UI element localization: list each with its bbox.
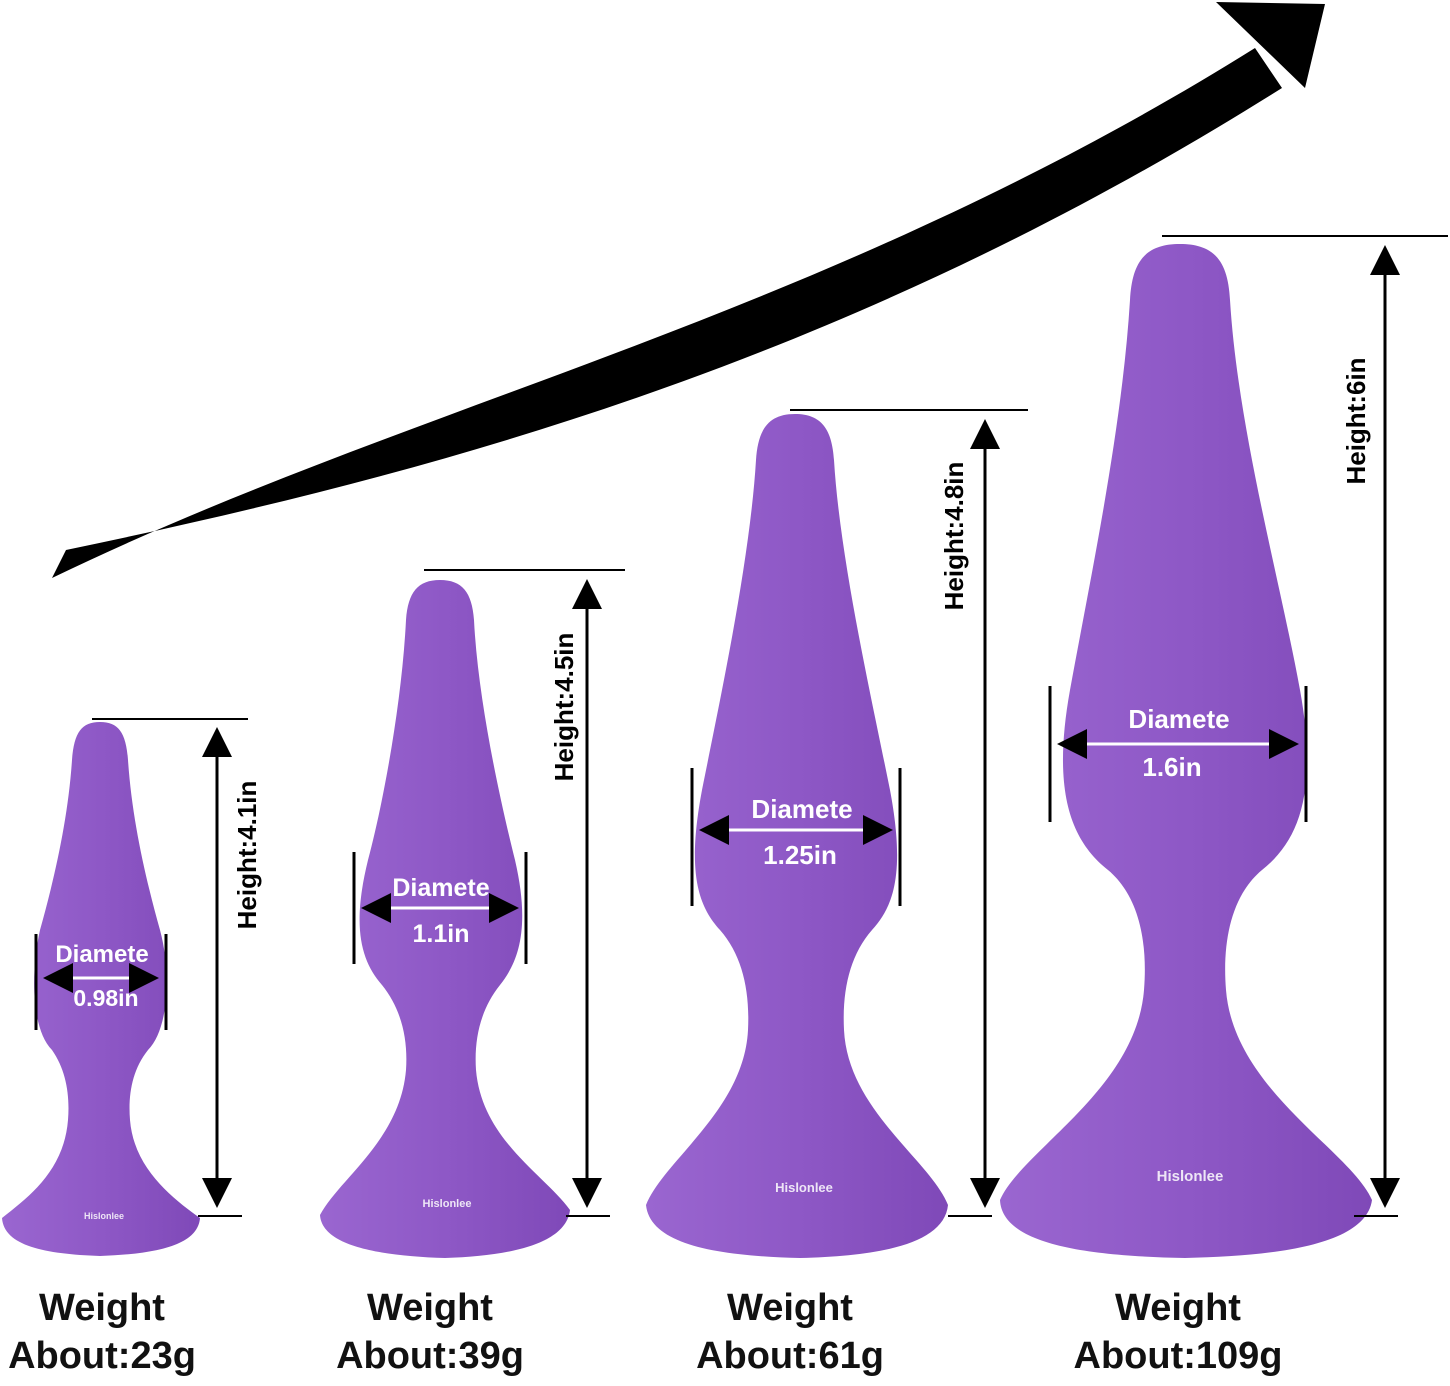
product-1-diameter-label: Diamete: [55, 941, 148, 968]
product-3-weight-title: Weight: [727, 1287, 853, 1329]
product-2-weight-title: Weight: [367, 1287, 493, 1329]
product-3: [646, 409, 1028, 1258]
product-1-diameter-value: 0.98in: [73, 985, 138, 1011]
product-4-height-label: Height:6in: [1341, 357, 1371, 484]
product-4-weight-value: About:109g: [1073, 1335, 1283, 1377]
product-3-diameter-label: Diamete: [751, 794, 852, 824]
product-4-diameter-label: Diamete: [1128, 704, 1229, 734]
product-4-weight: Weight About:109g: [1048, 1284, 1308, 1380]
product-1-brand: Hislonlee: [84, 1211, 124, 1221]
product-1: [2, 718, 248, 1256]
product-4-weight-title: Weight: [1115, 1287, 1241, 1329]
product-2-weight-value: About:39g: [336, 1335, 524, 1377]
growth-arrow-icon: [52, 2, 1325, 578]
product-4-brand: Hislonlee: [1157, 1168, 1224, 1185]
product-4: [1000, 235, 1448, 1258]
product-3-weight: Weight About:61g: [676, 1284, 904, 1380]
product-2-shape: [320, 580, 570, 1258]
product-1-weight: Weight About:23g: [0, 1284, 204, 1380]
product-2: [320, 569, 625, 1258]
product-4-shape: [1000, 244, 1372, 1258]
product-3-brand: Hislonlee: [775, 1180, 833, 1195]
product-1-height-label: Height:4.1in: [232, 781, 262, 930]
product-2-diameter-value: 1.1in: [413, 920, 470, 948]
product-3-diameter-value: 1.25in: [763, 840, 837, 870]
product-2-brand: Hislonlee: [423, 1198, 472, 1210]
product-2-height-label: Height:4.5in: [549, 633, 579, 782]
product-1-weight-title: Weight: [39, 1287, 165, 1329]
product-2-weight: Weight About:39g: [318, 1284, 542, 1380]
product-2-diameter-label: Diamete: [392, 874, 489, 902]
product-4-diameter-value: 1.6in: [1142, 752, 1201, 782]
product-3-height-label: Height:4.8in: [939, 462, 969, 611]
product-3-weight-value: About:61g: [696, 1335, 884, 1377]
product-1-weight-value: About:23g: [8, 1335, 196, 1377]
